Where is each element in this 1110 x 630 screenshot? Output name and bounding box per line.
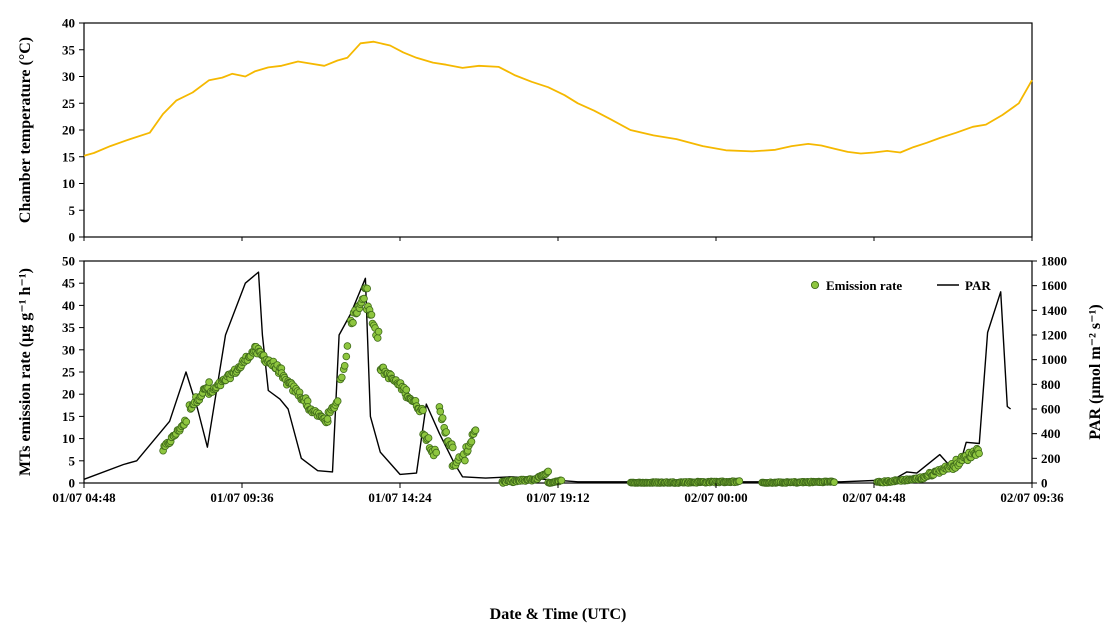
emission-point <box>361 295 368 302</box>
emission-point <box>403 386 410 393</box>
emission-point <box>439 415 446 422</box>
par-y2-tick-label: 1800 <box>1041 254 1067 269</box>
x-tick-label: 01/07 14:24 <box>368 490 432 505</box>
par-y2-tick-label: 0 <box>1041 476 1048 491</box>
emission-point <box>831 479 838 486</box>
emission-point <box>437 408 444 415</box>
par-y2-ticks: 0 200 400 600 800 1000 1200 1400 1600 1800 <box>1032 254 1067 491</box>
x-tick-label: 02/07 09:36 <box>1000 490 1064 505</box>
emission-y-ticks: 0 5 10 15 20 25 30 35 40 45 50 <box>62 254 84 491</box>
emission-par-panel: 0 5 10 15 20 25 30 35 40 45 50 0 200 400 600 800 1000 12… <box>17 237 1104 623</box>
temperature-panel: 0 5 10 15 20 25 30 35 40 Chamber temperature (°C… <box>17 16 1032 245</box>
emission-y-tick-label: 45 <box>62 276 76 291</box>
par-y2-tick-label: 1400 <box>1041 303 1067 318</box>
emission-point <box>433 449 440 456</box>
emission-y-tick-label: 50 <box>62 254 75 269</box>
x-tick-label: 01/07 04:48 <box>52 490 116 505</box>
legend-marker-emission-rate <box>811 281 818 288</box>
par-y2-tick-label: 600 <box>1041 402 1061 417</box>
emission-point <box>425 435 432 442</box>
emission-point <box>183 418 190 425</box>
emission-point <box>736 478 743 485</box>
temperature-y-tick-label: 5 <box>69 203 76 218</box>
x-axis-title: Date & Time (UTC) <box>490 606 627 623</box>
emission-point <box>368 311 375 318</box>
temperature-series <box>84 42 1032 156</box>
emission-point <box>334 398 341 405</box>
x-ticks: 01/07 04:48 01/07 09:36 01/07 14:24 01/07 1… <box>52 237 1064 505</box>
par-y2-tick-label: 400 <box>1041 426 1061 441</box>
legend-label-par: PAR <box>965 278 991 293</box>
emission-point <box>344 343 351 350</box>
legend-label-emission-rate: Emission rate <box>826 278 902 293</box>
emission-point <box>468 438 475 445</box>
emission-point <box>472 427 479 434</box>
par-y2-tick-label: 1600 <box>1041 278 1067 293</box>
emission-point <box>976 450 983 457</box>
emission-point <box>338 374 345 381</box>
par-y2-axis-title: PAR (µmol m⁻² s⁻¹) <box>1087 304 1104 439</box>
emission-y-tick-label: 25 <box>62 365 76 380</box>
emission-y-tick-label: 35 <box>62 320 76 335</box>
emission-point <box>449 444 456 451</box>
emission-point <box>443 429 450 436</box>
emission-point <box>375 328 382 335</box>
emission-y-tick-label: 40 <box>62 298 75 313</box>
temperature-y-tick-label: 30 <box>62 69 75 84</box>
x-tick-label: 02/07 04:48 <box>842 490 906 505</box>
emission-point <box>364 285 371 292</box>
emission-y-tick-label: 30 <box>62 342 75 357</box>
emission-point <box>350 319 357 326</box>
emission-y-tick-label: 5 <box>69 453 76 468</box>
emission-point <box>558 477 565 484</box>
temperature-y-tick-label: 35 <box>62 42 76 57</box>
emission-point <box>545 468 552 475</box>
emission-point <box>374 335 381 342</box>
temperature-y-tick-label: 15 <box>62 149 76 164</box>
x-tick-label: 02/07 00:00 <box>684 490 747 505</box>
temperature-y-tick-label: 10 <box>62 176 75 191</box>
emission-rate-series <box>160 285 983 487</box>
temperature-y-tick-label: 20 <box>62 123 75 138</box>
temperature-plot-frame <box>84 23 1032 237</box>
par-y2-tick-label: 800 <box>1041 377 1061 392</box>
temperature-y-tick-label: 25 <box>62 96 76 111</box>
par-y2-tick-label: 1000 <box>1041 352 1067 367</box>
emission-y-tick-label: 10 <box>62 431 75 446</box>
emission-point <box>420 407 427 414</box>
emission-y-tick-label: 20 <box>62 387 75 402</box>
temperature-y-tick-label: 40 <box>62 16 75 31</box>
emission-y-tick-label: 15 <box>62 409 76 424</box>
temperature-line <box>84 42 1032 156</box>
legend: Emission rate PAR <box>811 278 991 293</box>
emission-point <box>206 379 213 386</box>
temperature-y-axis-title: Chamber temperature (°C) <box>17 37 34 223</box>
x-tick-label: 01/07 09:36 <box>210 490 274 505</box>
emission-point <box>462 457 469 464</box>
emission-point <box>324 416 331 423</box>
x-tick-label: 01/07 19:12 <box>526 490 589 505</box>
par-y2-tick-label: 200 <box>1041 451 1061 466</box>
temperature-y-ticks: 0 5 10 15 20 25 30 35 40 <box>62 16 84 245</box>
temperature-y-tick-label: 0 <box>69 230 76 245</box>
par-y2-tick-label: 1200 <box>1041 328 1067 343</box>
emission-point <box>341 362 348 369</box>
emission-point <box>343 353 350 360</box>
emission-y-tick-label: 0 <box>69 476 76 491</box>
emission-y-axis-title: MTs emission rate (µg g⁻¹ h⁻¹) <box>17 268 34 476</box>
